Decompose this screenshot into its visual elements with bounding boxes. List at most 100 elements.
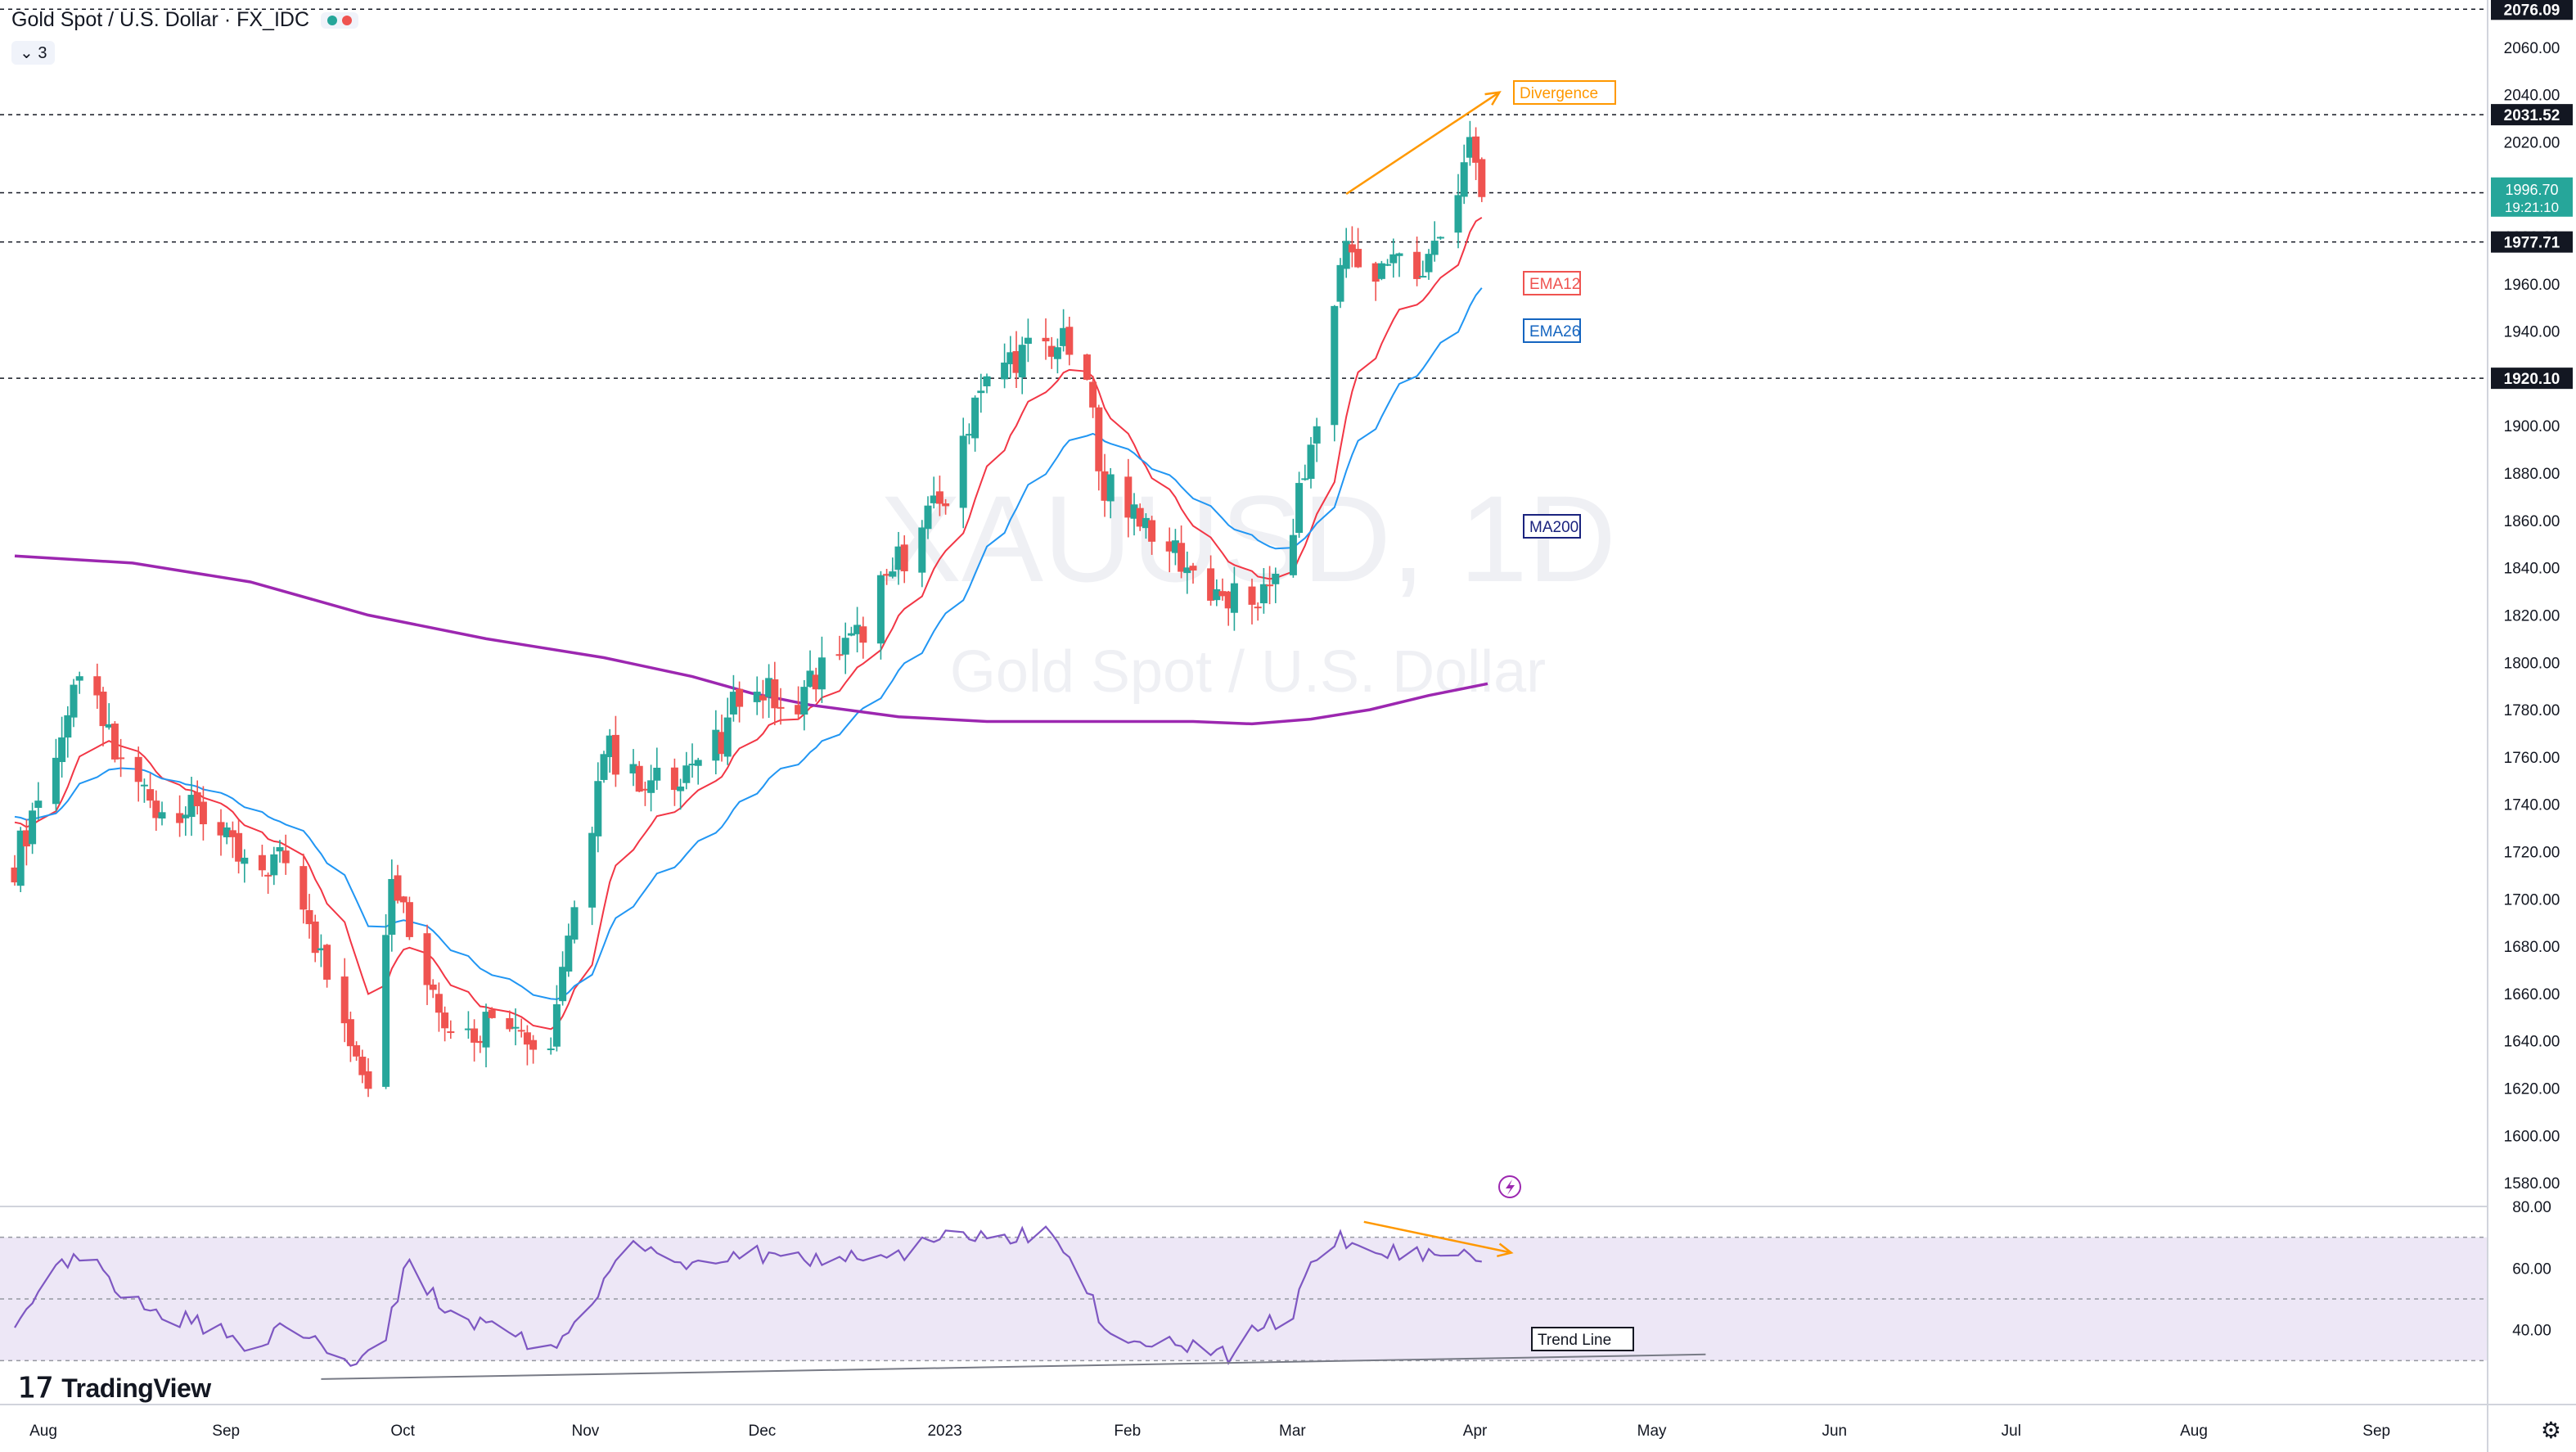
candle-body [835, 654, 844, 656]
price-tick-label: 1960.00 [2504, 277, 2560, 294]
tradingview-logo[interactable]: 𝟣𝟩 TradingView [18, 1372, 211, 1405]
candle-body [235, 832, 243, 862]
data-status-dot-icon [342, 15, 353, 25]
candle-body [299, 866, 308, 910]
candle-body [340, 976, 349, 1024]
candle-body [771, 679, 779, 709]
candle-body [317, 948, 325, 951]
candle-body [358, 1057, 367, 1075]
rsi-tick-label: 60.00 [2512, 1260, 2551, 1278]
candle-body [405, 902, 413, 937]
candle-body [64, 715, 72, 738]
candle-body [364, 1071, 372, 1089]
rsi-pane [0, 1225, 2488, 1380]
candle-body [117, 757, 125, 760]
candle-body [75, 676, 83, 681]
candle-body [1065, 327, 1074, 355]
candle-body [1248, 586, 1256, 605]
time-tick-label: Mar [1279, 1423, 1306, 1440]
candle-body [1213, 588, 1221, 601]
rsi-tick-label: 80.00 [2512, 1199, 2551, 1216]
candle-body [105, 724, 113, 728]
candle-body [1018, 345, 1026, 378]
candle-body [1272, 573, 1280, 584]
symbol-title[interactable]: Gold Spot / U.S. Dollar · FX_IDC [11, 8, 310, 31]
tradingview-logo-text: TradingView [61, 1373, 211, 1403]
candle-body [1377, 263, 1385, 279]
candle-body [1454, 195, 1462, 233]
candle-body [1053, 347, 1061, 359]
candle-body [281, 850, 290, 864]
divergence-label-box [1513, 80, 1616, 105]
candle-body [1466, 137, 1474, 158]
candle-body [889, 571, 897, 577]
time-tick-label: Sep [2362, 1423, 2390, 1440]
candle-body [93, 676, 101, 696]
candle-body [523, 1032, 531, 1045]
candle-body [353, 1045, 361, 1057]
time-tick-label: Dec [749, 1423, 777, 1440]
candle-body [1266, 584, 1274, 587]
time-tick-label: Feb [1114, 1423, 1141, 1440]
candle-body [1472, 136, 1480, 163]
ma200-line [14, 554, 1488, 726]
candle-body [1436, 237, 1444, 239]
candle-body [1395, 253, 1403, 256]
price-tick-label: 1740.00 [2504, 797, 2560, 814]
last-price-label: 1996.70 [2505, 182, 2558, 198]
candle-body [1183, 567, 1191, 574]
candle-body [1460, 162, 1468, 197]
candle-body [853, 625, 862, 634]
market-status-badge[interactable] [321, 11, 359, 29]
candle-body [1207, 568, 1215, 601]
candle-body [264, 874, 272, 877]
candle-body [565, 936, 573, 972]
candle-body [753, 692, 761, 702]
trend-line-label-box [1531, 1327, 1634, 1351]
candle-body [1089, 381, 1097, 408]
candle-body [971, 397, 980, 439]
candle-body [193, 792, 201, 806]
candle-body [1101, 471, 1109, 501]
candle-body [647, 780, 655, 793]
candle-body [1336, 264, 1344, 302]
candle-body [670, 767, 678, 791]
price-tick-label: 1760.00 [2504, 750, 2560, 767]
candle-body [723, 717, 732, 757]
ema26-label-box [1523, 318, 1581, 343]
chevron-down-icon: ⌄ [20, 44, 34, 62]
candle-body [959, 435, 967, 508]
candle-body [1224, 591, 1232, 609]
divergence-arrow-rsi-head [1497, 1242, 1514, 1258]
price-tick-label: 1600.00 [2504, 1128, 2560, 1145]
candle-body [641, 788, 649, 791]
candle-body [276, 847, 284, 852]
candle-body [841, 638, 849, 655]
candle-body [134, 756, 142, 782]
candle-body [22, 830, 30, 847]
candle-body [1060, 327, 1068, 346]
divergence-arrow-price [1345, 91, 1501, 196]
candle-body [58, 737, 66, 763]
candle-body [547, 1048, 555, 1051]
price-tick-label: 1780.00 [2504, 702, 2560, 719]
candle-body [399, 896, 408, 903]
candle-body [935, 491, 943, 504]
candle-body [688, 764, 696, 766]
candle-body [228, 830, 236, 837]
level-price-tag [2491, 0, 2573, 20]
price-tick-label: 1820.00 [2504, 607, 2560, 625]
price-axis-bg [2488, 0, 2576, 1452]
time-tick-label: Apr [1463, 1423, 1488, 1440]
candle-body [1165, 541, 1173, 552]
time-tick-label: Aug [29, 1423, 57, 1440]
candle-body [718, 732, 726, 755]
candle-body [712, 729, 720, 761]
candle-body [765, 678, 773, 697]
watermark-name: Gold Spot / U.S. Dollar [950, 639, 1546, 705]
indicators-collapse-toggle[interactable]: ⌄ 3 [11, 41, 56, 65]
candle-body [1259, 584, 1268, 604]
candle-body [323, 945, 331, 980]
gear-icon[interactable]: ⚙ [2540, 1418, 2561, 1443]
